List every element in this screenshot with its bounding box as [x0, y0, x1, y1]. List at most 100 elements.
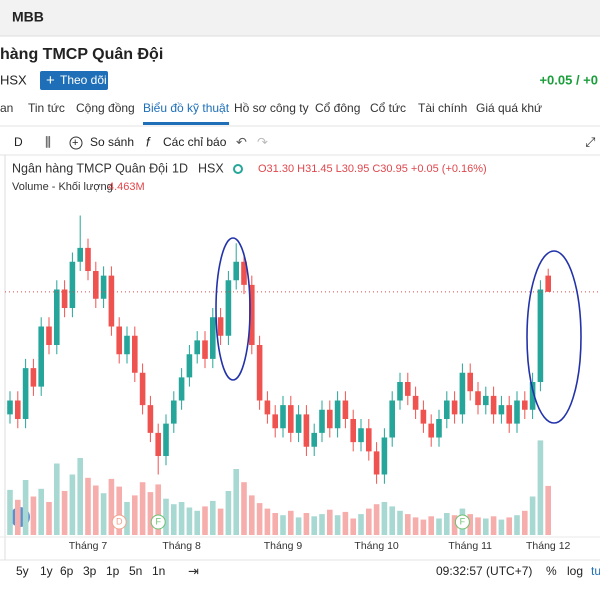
- candle-body: [342, 400, 349, 419]
- candle-body: [100, 275, 107, 299]
- volume-bar: [483, 518, 489, 535]
- fullscreen-icon[interactable]: ⤢: [585, 134, 595, 149]
- volume-bar: [288, 510, 294, 535]
- legend-exchange: HSX: [198, 161, 224, 175]
- volume-bar: [210, 500, 216, 535]
- ticker: MBB: [12, 9, 44, 25]
- percent-toggle[interactable]: %: [546, 564, 557, 578]
- chart-type-icon[interactable]: ⫼: [45, 134, 51, 149]
- tab[interactable]: Hồ sơ công ty: [234, 101, 309, 115]
- fx-icon: f: [146, 134, 151, 149]
- range-button[interactable]: 5y: [16, 564, 29, 578]
- candle-body: [436, 419, 442, 438]
- candle-body: [467, 372, 473, 392]
- volume-bar: [506, 517, 512, 535]
- tab[interactable]: Tài chính: [418, 101, 467, 115]
- volume-bar: [22, 480, 29, 535]
- volume-bar: [69, 474, 76, 535]
- compare-icon[interactable]: [69, 136, 83, 150]
- range-button[interactable]: 5n: [129, 564, 142, 578]
- interval-button[interactable]: D: [14, 135, 23, 149]
- tab[interactable]: Tin tức: [28, 101, 65, 115]
- volume-bar: [467, 514, 473, 535]
- volume-bar: [397, 510, 403, 535]
- volume-bar: [311, 516, 317, 535]
- volume-name: Volume - Khối lượng: [12, 181, 113, 193]
- volume-bar: [132, 495, 138, 535]
- event-marker[interactable]: [454, 514, 470, 530]
- tab[interactable]: Cổ đông: [315, 101, 360, 115]
- candle-body: [85, 247, 91, 271]
- volume-bar: [38, 488, 44, 535]
- candle-body: [233, 261, 239, 281]
- tab[interactable]: Cổ tức: [370, 101, 406, 115]
- volume-bar: [233, 469, 239, 535]
- log-toggle[interactable]: log: [567, 564, 583, 578]
- annotation-ellipse: [215, 237, 251, 381]
- volume-bar: [93, 485, 99, 535]
- volume-bar: [124, 502, 130, 535]
- tab[interactable]: Cộng đồng: [76, 101, 135, 115]
- candle-body: [77, 247, 83, 262]
- tab[interactable]: an: [0, 101, 13, 115]
- volume-bar: [116, 486, 122, 535]
- volume-bar: [100, 493, 107, 535]
- volume-bar: [514, 515, 520, 535]
- exchange: HSX: [0, 72, 27, 87]
- candle-body: [194, 340, 200, 355]
- event-marker[interactable]: [150, 514, 166, 530]
- range-button[interactable]: 1n: [152, 564, 165, 578]
- range-button[interactable]: 1p: [106, 564, 120, 578]
- volume-bar: [381, 502, 388, 535]
- follow-button-bg[interactable]: [40, 71, 108, 90]
- volume-bar: [545, 485, 551, 535]
- compare-button[interactable]: So sánh: [90, 135, 134, 149]
- volume-bar: [241, 482, 247, 535]
- candle-body: [358, 428, 364, 443]
- candle-body: [272, 414, 278, 429]
- redo-icon[interactable]: ↷: [257, 134, 268, 149]
- indicators-button[interactable]: Các chỉ báo: [163, 135, 227, 149]
- range-button[interactable]: 1y: [40, 564, 53, 578]
- event-marker[interactable]: [111, 514, 127, 530]
- volume-bar: [366, 508, 372, 535]
- volume-bar: [303, 513, 310, 535]
- x-tick-label: Tháng 11: [448, 540, 492, 552]
- legend-ohlc: O31.30 H31.45 L30.95 C30.95 +0.05 (+0.16…: [258, 163, 487, 175]
- candle-body: [506, 405, 512, 424]
- candle-body: [529, 382, 536, 410]
- candle-body: [202, 340, 208, 359]
- company-name: hàng TMCP Quân Đội: [0, 46, 163, 63]
- volume-bar: [537, 440, 544, 535]
- volume-bar: [428, 516, 434, 535]
- x-tick-label: Tháng 10: [354, 540, 399, 552]
- volume-bar: [342, 511, 349, 535]
- candle-body: [210, 317, 216, 359]
- candle-body: [217, 317, 224, 336]
- follow-button[interactable]: Theo dõi: [60, 73, 107, 87]
- range-button[interactable]: 3p: [83, 564, 97, 578]
- candle-body: [428, 423, 434, 438]
- candle-body: [514, 400, 520, 424]
- date-range-icon[interactable]: ⇥: [188, 563, 199, 578]
- candle-body: [373, 451, 380, 475]
- candle-body: [389, 400, 395, 438]
- volume-bar: [139, 482, 146, 535]
- tab[interactable]: Giá quá khứ: [476, 101, 542, 115]
- tab[interactable]: Biểu đồ kỹ thuật: [143, 101, 230, 115]
- volume-bar: [217, 508, 224, 535]
- volume-bar: [46, 502, 52, 535]
- candle-body: [116, 326, 122, 355]
- candle-body: [171, 400, 177, 424]
- undo-icon[interactable]: ↶: [236, 134, 247, 149]
- volume-bar: [475, 517, 481, 535]
- volume-bar: [249, 495, 255, 535]
- x-tick-label: Tháng 9: [264, 540, 303, 552]
- candle-body: [412, 395, 419, 410]
- candle-body: [405, 382, 411, 396]
- auto-toggle[interactable]: tu: [591, 564, 600, 578]
- event-marker-label: D: [116, 516, 123, 526]
- range-button[interactable]: 6p: [60, 564, 74, 578]
- volume-bar: [147, 492, 154, 535]
- candle-body: [381, 437, 388, 475]
